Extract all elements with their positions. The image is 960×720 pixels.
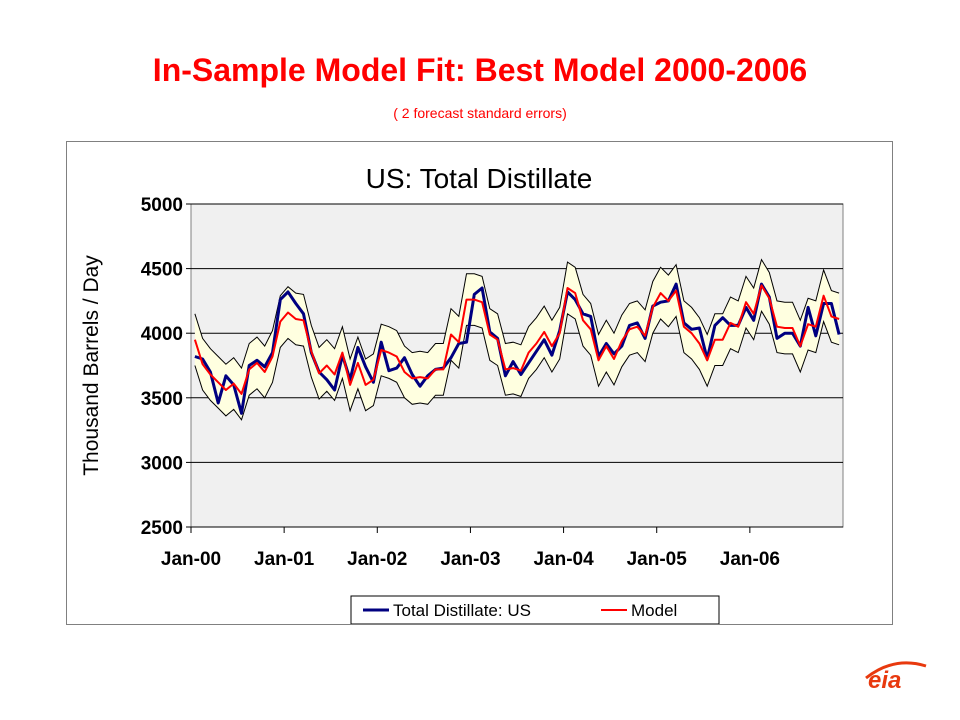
x-tick-label: Jan-04 [533, 549, 594, 570]
slide-title: In-Sample Model Fit: Best Model 2000-200… [152, 52, 808, 88]
series-line-actual [194, 282, 841, 415]
line-chart: 2500 3000 3500 4000 4500 5000 Jan-00 Jan-01 Jan-… [80, 163, 844, 624]
y-tick-label: 3500 [141, 389, 183, 410]
chart-frame: 2500 3000 3500 4000 4500 5000 Jan-00 Jan-01 Jan-… [66, 141, 893, 625]
y-tick-label: 2500 [141, 518, 183, 539]
x-tick-label: Jan-01 [254, 549, 315, 570]
x-tick-label: Jan-05 [627, 549, 688, 570]
legend-label: Model [631, 601, 677, 620]
y-tick-label: 4000 [141, 324, 183, 345]
legend-label: Total Distillate: US [393, 601, 531, 620]
y-axis-label: Thousand Barrels / Day [80, 255, 103, 476]
x-tick-label: Jan-06 [720, 549, 780, 570]
y-tick-label: 4500 [141, 260, 183, 281]
upper-band-line [194, 258, 840, 370]
x-tick-label: Jan-00 [161, 549, 221, 570]
x-tick-label: Jan-02 [347, 549, 407, 570]
x-tick-label: Jan-03 [440, 549, 500, 570]
y-tick-label: 5000 [141, 195, 183, 216]
chart-title: US: Total Distillate [366, 163, 593, 194]
legend-box [350, 595, 720, 624]
lower-band-line [194, 309, 840, 421]
series-line-model [193, 284, 840, 395]
slide-subtitle: ( 2 forecast standard errors) [393, 105, 567, 121]
svg-text:eia: eia [868, 667, 901, 692]
y-tick-label: 3000 [141, 453, 183, 474]
eia-logo: eia [865, 661, 927, 692]
